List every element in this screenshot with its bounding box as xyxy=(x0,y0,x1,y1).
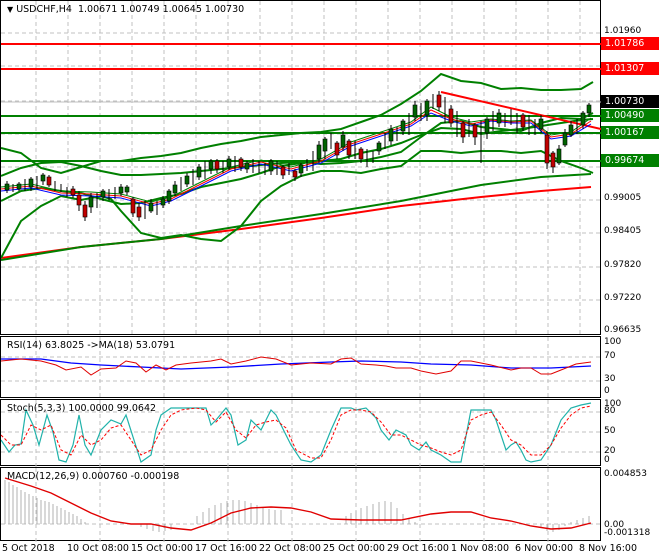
time-axis-label: 22 Oct 08:00 xyxy=(259,543,321,554)
stoch-axis-label: 0 xyxy=(604,455,610,465)
price-axis-label: 0.99005 xyxy=(604,193,642,203)
price-tag-resistance-2: 1.01786 xyxy=(601,37,659,50)
ohlc-values: 1.00671 1.00749 1.00645 1.00730 xyxy=(77,4,245,15)
price-tag-support-2: 1.00167 xyxy=(601,126,659,139)
rsi-axis-label: 100 xyxy=(604,337,622,347)
macd-chart-svg xyxy=(1,468,601,542)
macd-axis-label: -0.001318 xyxy=(604,528,651,538)
time-axis-label: 8 Nov 16:00 xyxy=(579,543,638,554)
price-axis-label: 0.97220 xyxy=(604,293,642,303)
stochastic-pane[interactable]: Stoch(5,3,3) 100.0000 99.0642 xyxy=(0,399,601,467)
price-tag-resistance-1: 1.01307 xyxy=(601,62,659,75)
price-axis-label: 0.96635 xyxy=(604,325,642,335)
time-axis-label: 5 Oct 2018 xyxy=(2,543,55,554)
price-chart-svg xyxy=(1,1,601,336)
time-axis-label: 29 Oct 16:00 xyxy=(387,543,449,554)
price-axis-label: 1.01960 xyxy=(604,26,642,36)
stoch-axis-label: 50 xyxy=(604,426,616,436)
rsi-chart-svg xyxy=(1,337,601,399)
triangle-down-icon[interactable]: ▼ xyxy=(7,5,14,14)
stoch-axis-label: 20 xyxy=(604,446,616,456)
rsi-axis-label: 70 xyxy=(604,351,616,361)
rsi-pane[interactable]: RSI(14) 63.8025 ->MA(18) 53.0791 xyxy=(0,336,601,399)
time-axis-label: 17 Oct 16:00 xyxy=(195,543,257,554)
price-axis-label: 0.98405 xyxy=(604,226,642,236)
time-axis-label: 10 Oct 08:00 xyxy=(67,543,129,554)
macd-axis-label: 0.00 xyxy=(604,520,625,530)
main-price-pane[interactable]: ▼ USDCHF,H4 1.00671 1.00749 1.00645 1.00… xyxy=(0,0,601,336)
time-axis-label: 6 Nov 00:00 xyxy=(515,543,574,554)
stoch-axis-label: 100 xyxy=(604,399,622,409)
price-tag-current: 1.00730 xyxy=(601,95,659,108)
macd-axis-label: 0.004853 xyxy=(604,469,647,479)
macd-title: MACD(12,26,9) 0.000760 -0.000198 xyxy=(7,471,180,482)
macd-pane[interactable]: MACD(12,26,9) 0.000760 -0.000198 xyxy=(0,467,601,542)
price-axis-label: 0.97820 xyxy=(604,260,642,270)
rsi-title: RSI(14) 63.8025 ->MA(18) 53.0791 xyxy=(7,340,176,351)
stoch-axis-label: 80 xyxy=(604,406,616,416)
stoch-chart-svg xyxy=(1,400,601,467)
time-axis-label: 15 Oct 00:00 xyxy=(131,543,193,554)
chart-title: ▼ USDCHF,H4 1.00671 1.00749 1.00645 1.00… xyxy=(7,4,244,15)
price-tag-support-3: 0.99674 xyxy=(601,154,659,167)
stoch-title: Stoch(5,3,3) 100.0000 99.0642 xyxy=(7,403,157,414)
rsi-axis-label: 0 xyxy=(604,386,610,396)
symbol-label: USDCHF,H4 xyxy=(16,4,72,15)
price-tag-support-1: 1.00490 xyxy=(601,109,659,122)
time-axis-label: 25 Oct 00:00 xyxy=(323,543,385,554)
rsi-axis-label: 30 xyxy=(604,374,616,384)
time-axis-label: 1 Nov 08:00 xyxy=(451,543,510,554)
